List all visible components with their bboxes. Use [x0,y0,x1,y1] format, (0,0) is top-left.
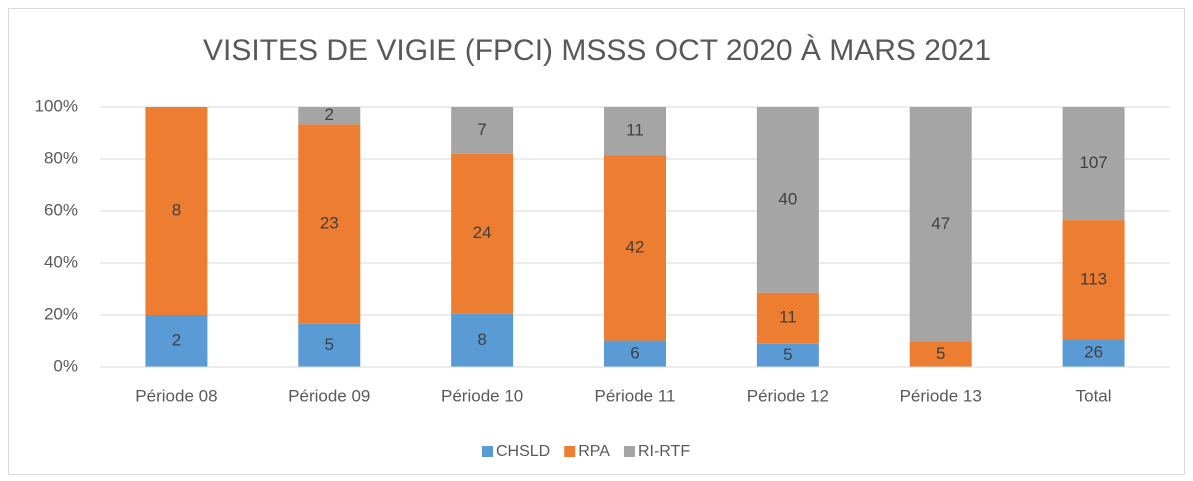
bar-segment [604,340,666,367]
bar-segment [145,107,208,315]
data-label: 113 [1080,269,1107,288]
bar-segment [756,107,819,293]
bar-segment [909,107,972,342]
bar-segment [451,153,514,314]
data-label: 5 [325,335,334,354]
data-label: 8 [172,200,181,219]
data-label: 23 [320,213,339,232]
x-tick-label: Période 10 [441,386,523,405]
bar-segment [298,107,361,125]
data-label: 24 [473,223,492,242]
bar-segment [1062,220,1125,340]
bar-segment [604,155,666,341]
x-tick-label: Période 11 [595,386,676,405]
bar-segment [1062,339,1125,367]
chart-title: VISITES DE VIGIE (FPCI) MSSS OCT 2020 À … [203,34,991,67]
data-label: 2 [325,105,334,124]
data-label: 47 [931,214,950,233]
x-tick-label: Période 08 [135,386,217,405]
x-tick-label: Période 09 [288,386,370,405]
x-tick-label: Période 13 [900,386,982,405]
data-label: 42 [626,238,645,257]
bar-segment [451,107,514,154]
legend-label: CHSLD [496,443,550,460]
legend-label: RPA [578,443,610,460]
bar-segment [909,342,972,367]
data-label: 107 [1079,153,1107,172]
bar-segment [756,292,819,344]
data-label: 11 [779,308,797,327]
y-tick-label: 20% [44,304,78,323]
bar-segment [145,315,208,367]
y-tick-label: 100% [35,96,78,115]
data-label: 7 [477,120,486,139]
data-label: 40 [778,189,797,208]
data-label: 26 [1084,343,1103,362]
data-label: 2 [172,330,181,349]
data-label: 11 [626,121,644,140]
legend-label: RI-RTF [638,443,690,460]
bar-segment [1062,107,1125,221]
bar-segment [756,343,819,367]
y-tick-label: 80% [44,148,78,167]
bar-segment [298,124,361,324]
y-tick-label: 0% [53,356,78,375]
x-tick-label: Total [1076,386,1112,405]
data-label: 5 [783,345,792,364]
bar-segment [298,323,361,367]
legend-swatch [564,446,576,457]
legend-swatch [623,446,635,457]
legend-swatch [482,446,493,457]
bar-segment [451,313,514,367]
y-tick-label: 60% [44,200,78,219]
x-tick-label: Période 12 [747,386,829,405]
data-label: 8 [477,330,486,349]
bar-segment [604,107,666,156]
y-tick-label: 40% [44,252,78,271]
data-label: 5 [936,344,945,363]
data-label: 6 [630,343,639,362]
